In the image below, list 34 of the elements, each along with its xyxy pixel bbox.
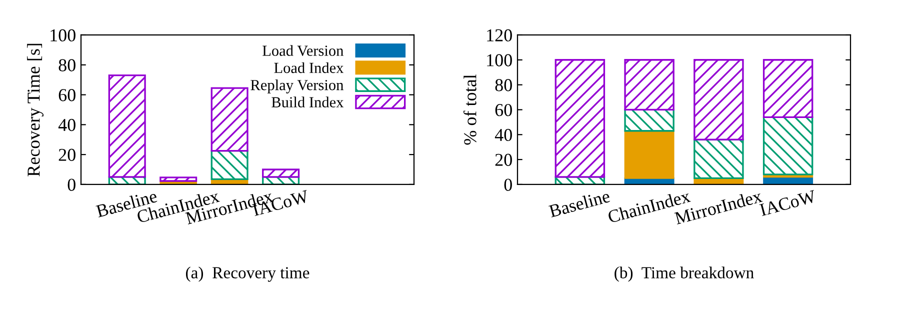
y-tick-label: 40 [58, 118, 76, 132]
legend-label: Build Index [272, 96, 344, 108]
y-tick-label: 60 [58, 89, 76, 102]
text: (b) Time breakdown [614, 266, 754, 282]
y-tick-label: 80 [495, 79, 512, 92]
bar [210, 87, 248, 152]
text: (a) Recovery time [186, 266, 310, 282]
y-axis-title: Recovery Time [s] [27, 44, 44, 176]
bar [624, 130, 674, 179]
bar [554, 59, 606, 178]
y-tick-label: 0 [504, 178, 512, 191]
y-tick-label: 0 [68, 178, 76, 191]
y-tick-label: 20 [495, 154, 512, 166]
bar [210, 150, 248, 180]
y-tick-label: 20 [58, 148, 76, 161]
y-axis-title: % of total [463, 74, 476, 145]
bar [624, 108, 674, 132]
bar [108, 74, 146, 178]
bar [262, 168, 300, 178]
y-tick-label: 100 [487, 54, 512, 66]
bar [694, 59, 744, 140]
y-tick-label: 80 [58, 59, 76, 72]
y-tick-label: 120 [487, 29, 512, 42]
legend-label: Load Index [274, 62, 344, 74]
y-tick-label: 40 [494, 128, 512, 142]
bar [762, 116, 814, 176]
bar [694, 138, 744, 180]
y-tick-label: 100 [50, 29, 76, 42]
legend-label: Replay Version [250, 79, 344, 94]
bar [762, 59, 814, 118]
bar [624, 59, 674, 111]
bar [160, 176, 198, 182]
legend-label: Load Version [262, 45, 344, 56]
y-tick-label: 60 [495, 104, 512, 116]
